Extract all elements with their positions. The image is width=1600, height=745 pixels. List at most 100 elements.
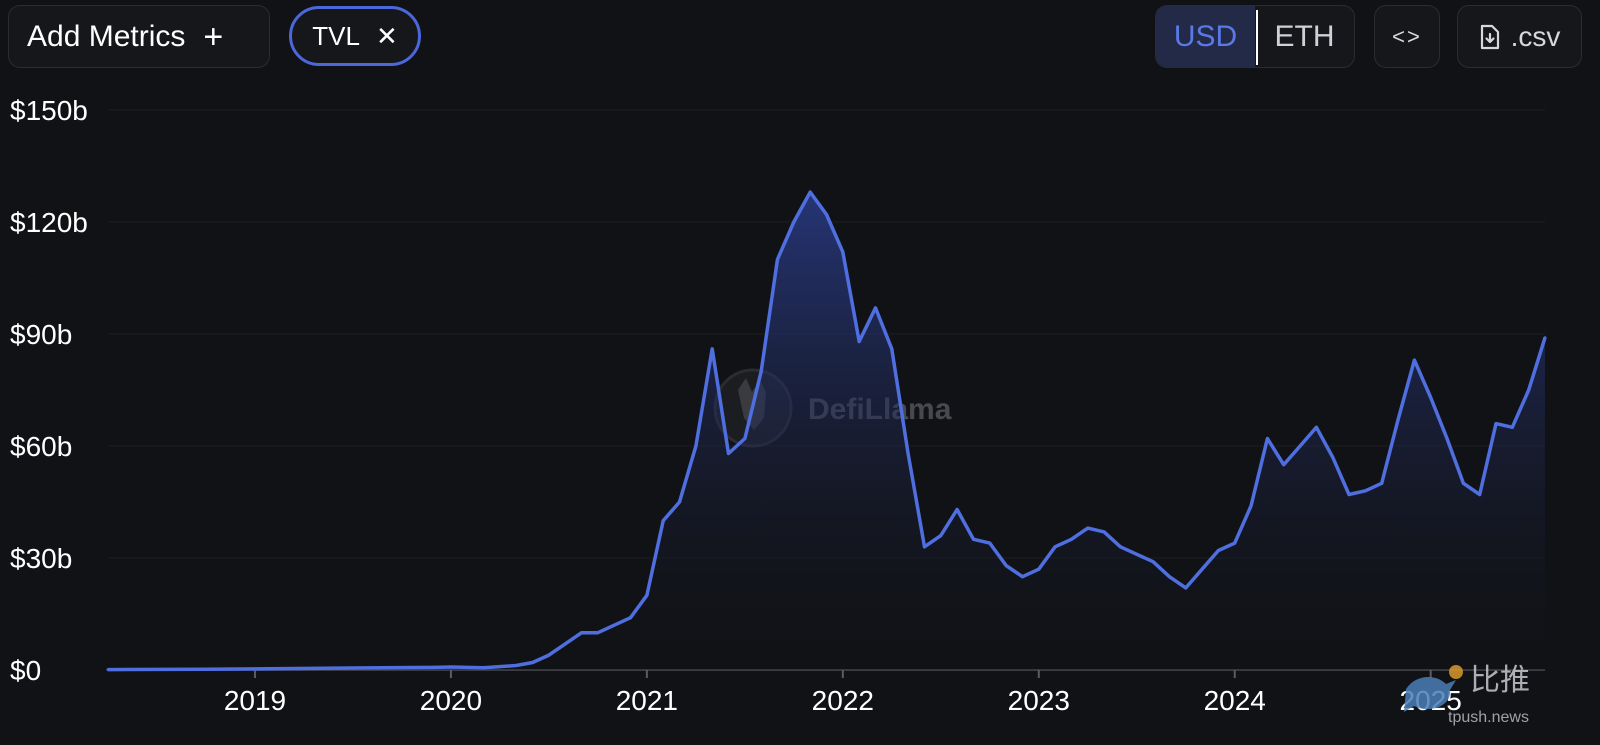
data-point <box>514 664 518 668</box>
data-point <box>890 347 894 351</box>
toolbar: Add Metrics + TVL ✕ USD ETH <> .csv <box>0 0 1600 78</box>
data-point <box>1412 358 1416 362</box>
data-point <box>1151 560 1155 564</box>
data-point <box>253 667 257 671</box>
data-points <box>106 190 1547 672</box>
close-icon[interactable]: ✕ <box>375 21 398 51</box>
data-point <box>857 339 861 343</box>
data-point <box>1265 437 1269 441</box>
bird-logo-icon <box>1404 677 1456 712</box>
data-point <box>1461 481 1465 485</box>
data-point <box>1429 395 1433 399</box>
watermark-text: 比推 <box>1470 663 1530 698</box>
data-point <box>1396 418 1400 422</box>
currency-toggle: USD ETH <box>1155 5 1355 68</box>
y-tick-label: $60b <box>10 431 72 462</box>
tvl-area <box>108 192 1545 670</box>
data-point <box>1118 545 1122 549</box>
data-point <box>825 213 828 217</box>
data-point <box>645 593 649 597</box>
data-point <box>694 444 698 448</box>
data-point <box>1004 563 1008 567</box>
data-point <box>939 534 943 538</box>
y-tick-label: $120b <box>10 207 88 238</box>
data-point <box>1249 504 1253 508</box>
data-point <box>629 616 633 620</box>
data-point <box>531 661 535 665</box>
code-icon: <> <box>1392 23 1422 49</box>
data-point <box>776 257 780 261</box>
x-axis: 2019202020212022202320242025 <box>224 670 1462 716</box>
data-point <box>106 668 110 672</box>
data-point <box>1053 545 1057 549</box>
data-point <box>1494 422 1498 426</box>
tvl-chart: $0 $30b $60b $90b $120b $150b 2019 2020 2021 202… <box>10 95 1547 726</box>
data-point <box>1200 567 1204 571</box>
data-point <box>596 631 600 635</box>
data-point <box>1233 541 1237 545</box>
data-point <box>841 250 845 254</box>
data-point <box>449 665 453 669</box>
currency-divider <box>1256 10 1258 65</box>
data-point <box>678 500 682 504</box>
data-point <box>1478 493 1482 497</box>
data-point <box>661 519 665 523</box>
x-tick-label: 2021 <box>616 685 678 716</box>
file-download-icon <box>1480 24 1499 49</box>
bitpush-watermark: 比推 tpush.news <box>1404 663 1530 726</box>
x-tick-label: 2022 <box>812 685 874 716</box>
data-point <box>1037 567 1041 571</box>
y-tick-label: $150b <box>10 95 88 126</box>
data-point <box>580 631 584 635</box>
data-point <box>1543 336 1547 340</box>
data-point <box>1347 493 1351 497</box>
data-point <box>204 667 208 671</box>
metric-chip-tvl[interactable]: TVL ✕ <box>289 6 421 66</box>
add-metrics-button[interactable]: Add Metrics + <box>8 5 270 68</box>
plus-icon: + <box>203 17 224 56</box>
data-point <box>1445 437 1449 441</box>
data-point <box>1363 489 1367 493</box>
data-point <box>727 451 731 455</box>
data-point <box>547 653 551 657</box>
currency-usd-option[interactable]: USD <box>1156 6 1255 67</box>
embed-button[interactable]: <> <box>1374 5 1440 68</box>
data-point <box>1380 481 1384 485</box>
data-point <box>971 537 975 541</box>
data-point <box>906 451 910 455</box>
data-point <box>710 347 714 351</box>
data-point <box>955 507 959 511</box>
x-tick-label: 2019 <box>224 685 286 716</box>
y-tick-label: $0 <box>10 655 41 686</box>
data-point <box>482 666 486 670</box>
data-point <box>988 541 992 545</box>
data-point <box>433 665 437 669</box>
data-point <box>743 437 747 441</box>
currency-eth-option[interactable]: ETH <box>1274 19 1335 53</box>
data-point <box>1282 463 1286 467</box>
y-tick-label: $30b <box>10 543 72 574</box>
metric-chip-label: TVL <box>312 20 360 51</box>
y-tick-label: $90b <box>10 319 72 350</box>
csv-label: .csv <box>1510 20 1561 52</box>
add-metrics-label: Add Metrics <box>27 19 186 53</box>
data-point <box>1510 425 1514 429</box>
data-point <box>1020 575 1024 579</box>
data-point <box>759 369 763 373</box>
coin-icon <box>1449 665 1463 679</box>
data-point <box>1314 425 1318 429</box>
data-point <box>1086 526 1090 530</box>
data-point <box>1298 444 1302 448</box>
data-point <box>1331 455 1335 459</box>
data-point <box>1216 549 1220 553</box>
y-axis: $0 $30b $60b $90b $120b $150b <box>10 95 88 686</box>
x-tick-label: 2024 <box>1204 685 1266 716</box>
data-point <box>873 306 877 310</box>
data-point <box>563 642 567 646</box>
data-point <box>335 666 339 670</box>
data-point <box>808 190 812 194</box>
data-point <box>1102 530 1106 534</box>
data-point <box>792 220 796 224</box>
data-point <box>1527 388 1531 392</box>
download-csv-button[interactable]: .csv <box>1457 5 1582 68</box>
